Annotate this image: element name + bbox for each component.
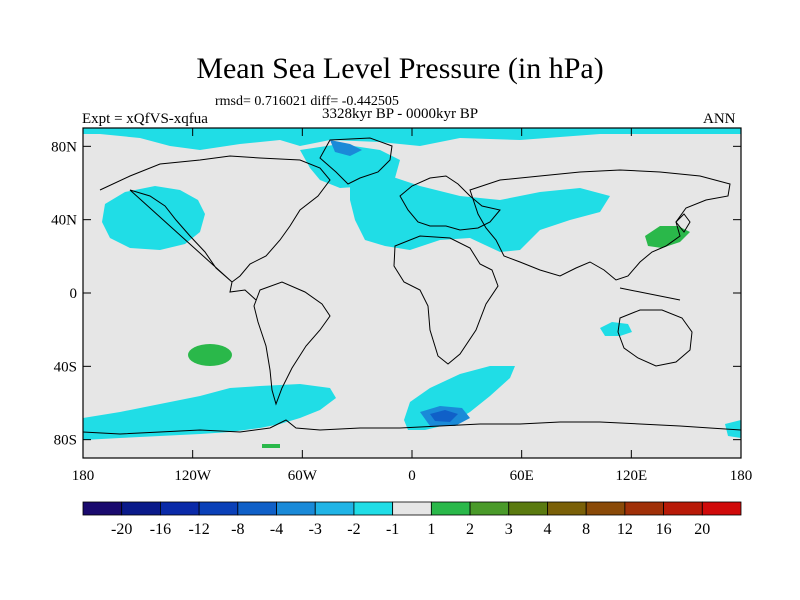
lon-label: 180: [72, 468, 95, 484]
europe-coast: [399, 175, 501, 231]
lat-label: 80S: [54, 433, 77, 449]
colorbar-swatch: [701, 501, 742, 516]
negative-anomaly-regions: [83, 128, 741, 440]
lon-label: 180: [730, 468, 753, 484]
colorbar-swatch: [624, 501, 664, 516]
japan-coast: [675, 213, 691, 233]
north-atlantic-anomaly: [350, 170, 610, 252]
colorbar-swatch: [585, 501, 626, 516]
colorbar-label: -8: [231, 521, 244, 538]
colorbar-label: -20: [111, 521, 132, 538]
colorbar-label: -4: [270, 521, 283, 538]
colorbar-label: 8: [582, 521, 590, 538]
asia-coast: [469, 169, 731, 281]
indonesia-coast: [619, 287, 681, 301]
colorbar-label: 2: [466, 521, 474, 538]
lon-label: 60W: [288, 468, 318, 484]
colorbar-label: 16: [656, 521, 672, 538]
latitude-axis: 80N 40N 0 40S 80S: [51, 139, 741, 449]
lon-label: 60E: [510, 468, 534, 484]
north-america-coast: [99, 155, 331, 301]
arctic-core: [330, 140, 362, 156]
colorbar-swatch: [547, 501, 587, 516]
colorbar-label: -16: [150, 521, 171, 538]
south-america-coast: [253, 281, 331, 406]
colorbar-swatch: [314, 501, 355, 516]
lon-label: 120W: [174, 468, 212, 484]
colorbar-swatch: [121, 501, 161, 516]
southern-ocean-anomaly-west: [83, 384, 336, 440]
australia-coast: [617, 309, 693, 367]
colorbar-label: 20: [694, 521, 710, 538]
lat-label: 40S: [54, 359, 77, 375]
colorbar-swatch: [392, 501, 432, 516]
lat-label: 0: [70, 286, 78, 302]
colorbar-swatch: [508, 501, 548, 516]
colorbar-swatch: [160, 501, 200, 516]
colorbar-label: -3: [309, 521, 322, 538]
colorbar-swatch: [353, 501, 394, 516]
africa-coast: [393, 235, 499, 365]
longitude-axis: 180 120W 60W 0 60E 120E 180: [72, 128, 753, 484]
colorbar-label: -2: [347, 521, 360, 538]
colorbar-swatch: [276, 501, 316, 516]
experiment-label: Expt = xQfVS-xqfua: [82, 111, 208, 127]
colorbar-swatch: [469, 501, 510, 516]
colorbar-label: 12: [617, 521, 633, 538]
period-label: 3328kyr BP - 0000kyr BP: [322, 106, 479, 122]
colorbar-label: 4: [543, 521, 551, 538]
lon-label: 0: [408, 468, 416, 484]
season-label: ANN: [703, 111, 736, 127]
colorbar-swatch: [198, 501, 239, 516]
arctic-anomaly: [83, 128, 741, 150]
lat-label: 80N: [51, 139, 77, 155]
greenland-coast: [319, 137, 393, 185]
stats-line: rmsd= 0.716021 diff= -0.442505: [215, 94, 399, 109]
colorbar-swatch: [430, 501, 471, 516]
antarctic-positive: [262, 444, 280, 448]
colorbar-swatch: [237, 501, 277, 516]
colorbar-swatch: [663, 501, 703, 516]
colorbar-label: 3: [505, 521, 513, 538]
lon-label: 120E: [615, 468, 647, 484]
colorbar: -20 -16 -12 -8 -4 -3 -2 -1 1 2 3 4 8 12 16 20: [82, 501, 742, 538]
coastlines: [83, 137, 741, 435]
lat-label: 40N: [51, 213, 77, 229]
strong-negative-cores: [330, 140, 470, 426]
southern-deep-core: [430, 410, 458, 422]
antarctica-coast: [83, 419, 741, 435]
colorbar-label: -12: [188, 521, 209, 538]
map-title: Mean Sea Level Pressure (in hPa): [196, 52, 604, 85]
colorbar-label: -1: [386, 521, 399, 538]
indian-ocean-anomaly: [600, 322, 632, 336]
colorbar-swatch: [82, 501, 123, 516]
colorbar-label: 1: [427, 521, 435, 538]
south-pacific-positive: [188, 344, 232, 366]
